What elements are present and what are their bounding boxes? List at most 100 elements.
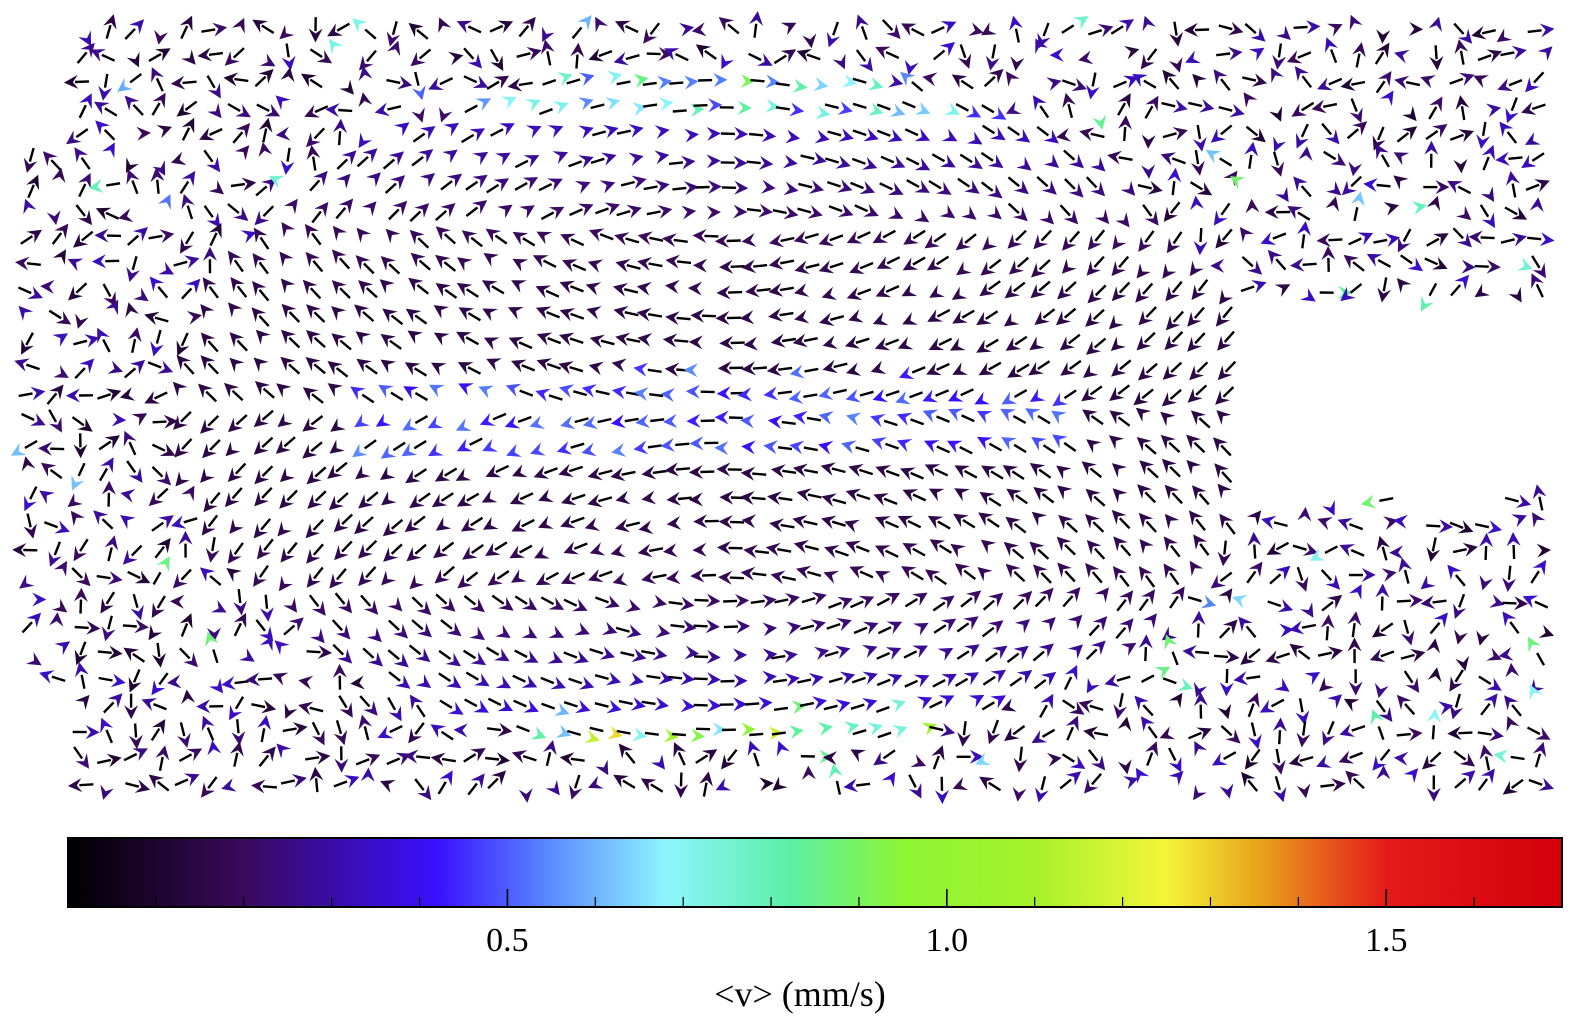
streak-segment xyxy=(1531,152,1545,162)
velocity-vector xyxy=(1376,765,1391,780)
velocity-vector xyxy=(298,675,314,690)
vector-arrowhead xyxy=(1111,509,1127,525)
streak-segment xyxy=(750,599,765,604)
vector-arrowhead xyxy=(1267,249,1283,265)
velocity-vector xyxy=(74,147,91,170)
velocity-vector xyxy=(486,358,502,372)
velocity-vector xyxy=(150,329,164,357)
velocity-vector xyxy=(1489,594,1505,608)
vector-arrowhead xyxy=(863,203,879,217)
vector-arrowhead xyxy=(1007,233,1023,249)
velocity-vector xyxy=(1289,643,1311,660)
streak-segment xyxy=(361,393,375,404)
vector-arrowhead xyxy=(186,311,202,325)
vector-arrowhead xyxy=(892,725,908,739)
velocity-vector xyxy=(1189,260,1204,277)
streak-segment xyxy=(1171,492,1183,505)
streak-segment xyxy=(209,439,221,451)
velocity-vector xyxy=(279,489,298,509)
streak-segment xyxy=(156,487,169,499)
velocity-vector xyxy=(1449,669,1464,692)
streak-segment xyxy=(439,699,453,709)
velocity-vector xyxy=(560,571,585,585)
velocity-vector xyxy=(588,775,604,789)
velocity-vector xyxy=(1453,593,1467,619)
velocity-vector xyxy=(512,231,536,247)
vector-arrowhead xyxy=(1082,409,1098,424)
streak-segment xyxy=(312,156,317,171)
vector-arrowhead xyxy=(401,442,418,457)
vector-arrowhead xyxy=(388,151,404,166)
streak-segment xyxy=(1276,652,1291,660)
velocity-vector xyxy=(1185,50,1201,64)
streak-segment xyxy=(616,129,632,135)
vector-arrowhead xyxy=(309,766,324,782)
vector-arrowhead xyxy=(1138,566,1153,582)
velocity-vector xyxy=(124,693,139,720)
vector-arrowhead xyxy=(1164,484,1180,500)
streak-segment xyxy=(746,160,761,165)
vector-arrowhead xyxy=(385,228,401,244)
velocity-vector xyxy=(279,251,294,267)
streak-segment xyxy=(1322,102,1338,108)
velocity-vector xyxy=(669,75,699,90)
vector-arrowhead xyxy=(693,514,708,529)
vector-arrowhead xyxy=(789,725,804,739)
vector-arrowhead xyxy=(1108,314,1124,330)
velocity-vector xyxy=(929,284,945,298)
velocity-vector xyxy=(412,71,426,101)
velocity-vector xyxy=(922,389,950,403)
streak-segment xyxy=(1273,521,1288,528)
vector-arrowhead xyxy=(1010,56,1025,71)
vector-arrowhead xyxy=(761,128,777,143)
vector-arrowhead xyxy=(1486,647,1502,661)
streak-segment xyxy=(518,25,530,38)
velocity-vector xyxy=(181,278,201,300)
velocity-vector xyxy=(1526,726,1551,740)
streak-segment xyxy=(129,73,143,84)
vector-arrowhead xyxy=(641,490,657,505)
streak-segment xyxy=(1508,156,1523,160)
streak-segment xyxy=(852,129,867,137)
vector-arrowhead xyxy=(796,565,812,580)
vector-arrowhead xyxy=(1222,619,1238,635)
vector-arrowhead xyxy=(279,493,294,509)
vector-arrowhead xyxy=(1521,154,1537,169)
streak-segment xyxy=(463,753,477,763)
vector-arrowhead xyxy=(523,699,539,713)
vector-arrowhead xyxy=(674,784,689,799)
velocity-vector xyxy=(666,516,682,530)
streak-segment xyxy=(103,701,115,714)
velocity-vector xyxy=(1426,233,1449,247)
streak-segment xyxy=(773,706,789,711)
streak-segment xyxy=(179,722,186,737)
velocity-vector xyxy=(12,543,38,558)
vector-arrowhead xyxy=(416,622,432,638)
velocity-vector xyxy=(1452,542,1478,557)
streak-segment xyxy=(132,103,144,116)
vector-arrowhead xyxy=(758,203,773,218)
velocity-vector xyxy=(120,489,136,503)
vector-arrowhead xyxy=(329,439,345,454)
velocity-vector xyxy=(514,595,538,611)
vector-arrowhead xyxy=(837,596,853,610)
vector-arrowhead xyxy=(1295,710,1310,726)
vector-arrowhead xyxy=(177,732,191,748)
velocity-vector xyxy=(518,16,536,38)
velocity-vector xyxy=(826,618,852,632)
vector-arrowhead xyxy=(240,230,257,244)
vector-arrowhead xyxy=(128,467,143,483)
streak-segment xyxy=(962,518,976,529)
vector-arrowhead xyxy=(575,699,591,714)
velocity-vector xyxy=(18,386,46,401)
vector-arrowhead xyxy=(305,251,321,268)
velocity-vector xyxy=(850,698,878,712)
vector-arrowhead xyxy=(819,312,835,326)
vector-arrowhead xyxy=(637,333,653,347)
streak-segment xyxy=(485,646,500,656)
vector-arrowhead xyxy=(1006,488,1022,503)
vector-arrowhead xyxy=(974,391,990,405)
vector-arrowhead xyxy=(876,256,893,269)
vector-arrowhead xyxy=(149,276,164,292)
velocity-vector xyxy=(127,227,148,246)
